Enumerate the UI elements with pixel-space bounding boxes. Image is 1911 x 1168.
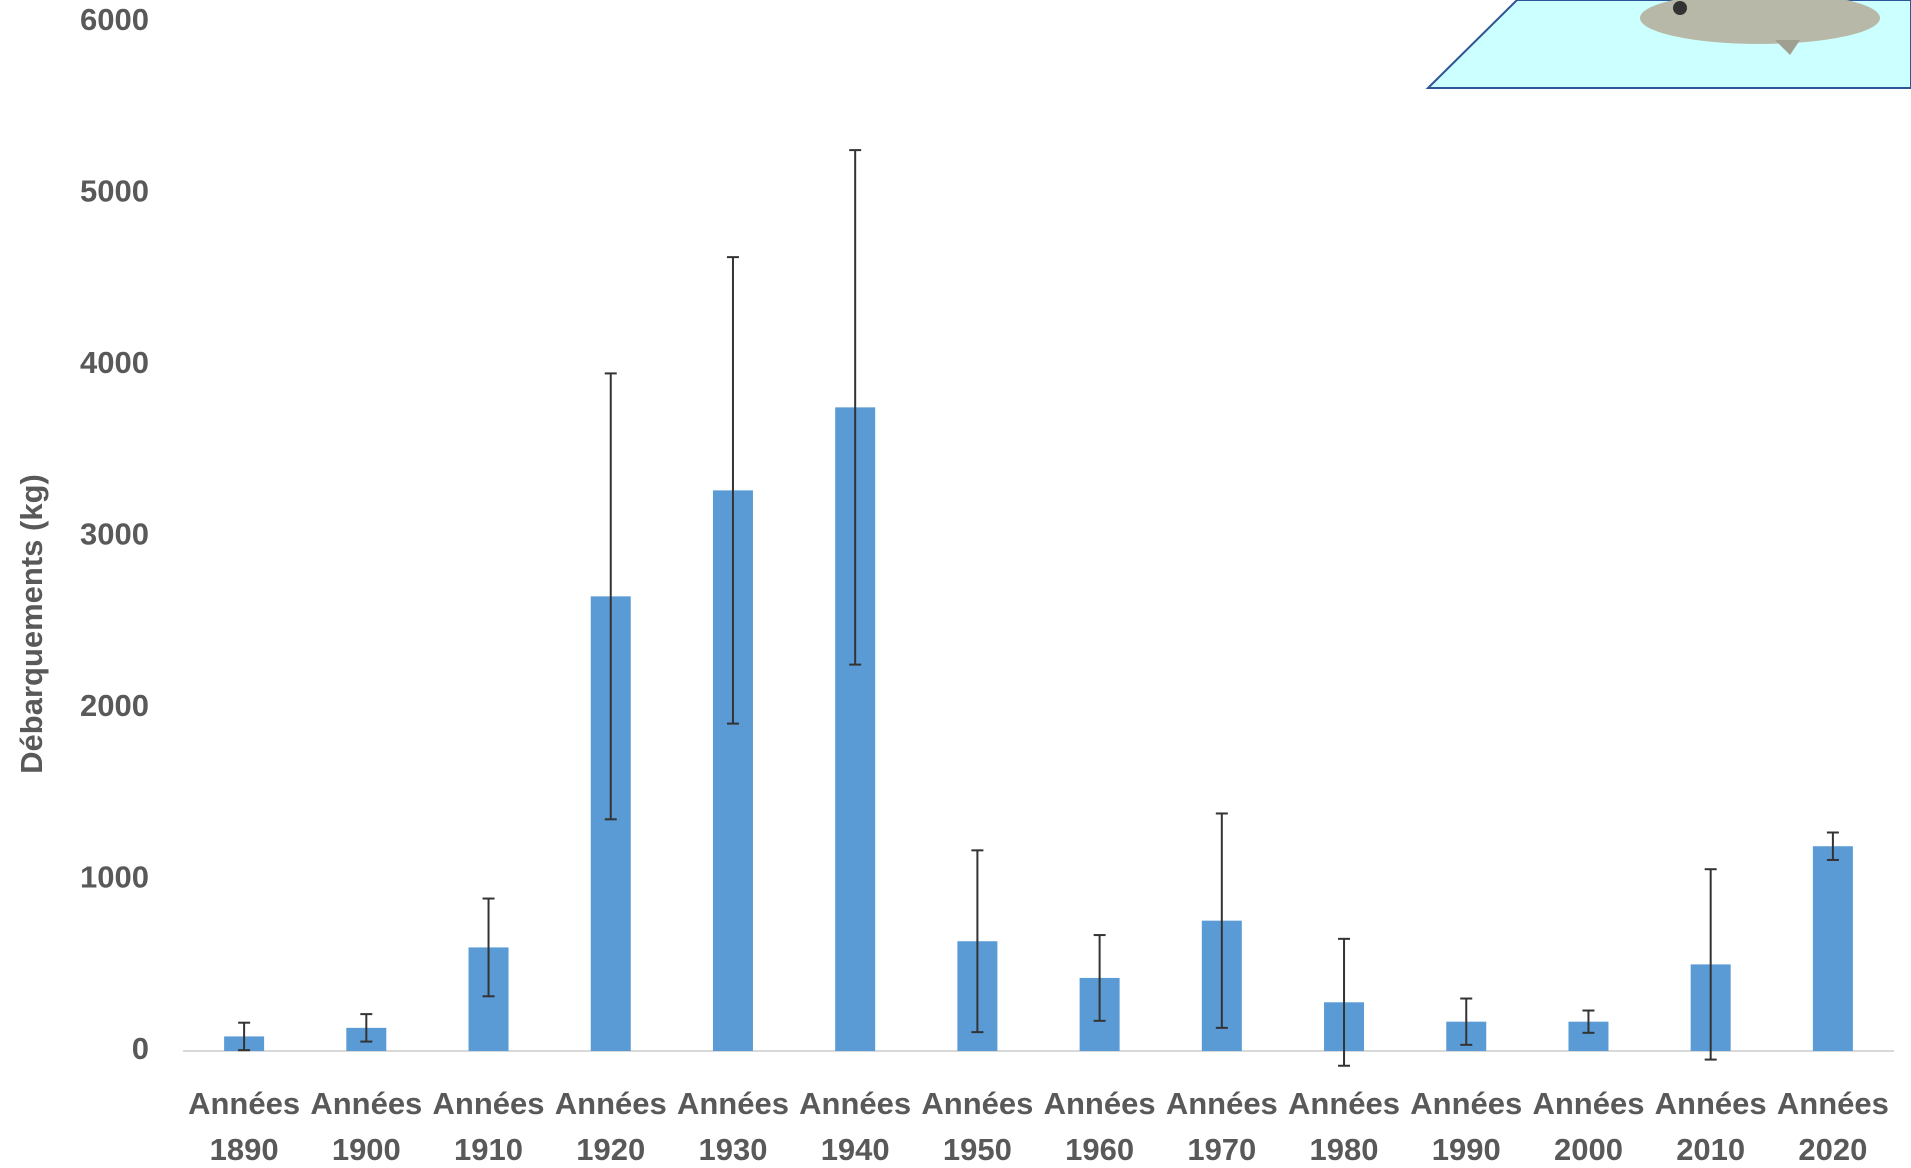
error-bar [1215,812,1228,1029]
error-bar [971,849,984,1034]
error-bar [1704,868,1717,1061]
fish-eye [1673,1,1687,15]
y-tick-label: 5000 [80,174,149,209]
x-tick-label: Années 1960 [1043,1086,1156,1167]
error-bar [482,897,495,998]
x-tick-label: Années 2010 [1654,1086,1767,1167]
error-bar [849,149,862,666]
x-tick-label: Années 1940 [799,1086,912,1167]
x-tick-label: Années 1920 [554,1086,667,1167]
x-tick-label: Années 1970 [1165,1086,1278,1167]
error-bar [1582,1009,1595,1034]
y-tick-label: 3000 [80,517,149,552]
x-tick-label: Années 1950 [921,1086,1034,1167]
x-tick-label: Années 1980 [1288,1086,1401,1167]
y-tick-label: 4000 [80,345,149,380]
error-bar [1460,997,1473,1046]
y-tick-label: 1000 [80,860,149,895]
error-bar [360,1013,373,1043]
x-tick-label: Années 2020 [1776,1086,1889,1167]
x-tick-label: Années 1890 [188,1086,301,1167]
y-tick-label: 2000 [80,688,149,723]
error-bar [1338,937,1351,1067]
error-bar [1826,831,1839,861]
y-tick-label: 6000 [80,2,149,37]
error-bar [238,1021,251,1052]
fish-icon [1640,0,1880,44]
x-tick-label: Années 1900 [310,1086,423,1167]
error-bar [1093,934,1106,1022]
x-tick-label: Années 1910 [432,1086,545,1167]
error-bar [604,372,617,821]
y-tick-label: 0 [132,1031,149,1066]
fish-fin [1775,40,1800,55]
x-tick-label: Années 2000 [1532,1086,1645,1167]
y-axis-title: Débarquements (kg) [14,474,49,774]
x-tick-label: Années 1990 [1410,1086,1523,1167]
error-bar [726,256,739,725]
bar [1812,846,1853,1051]
x-tick-label: Années 1930 [676,1086,789,1167]
